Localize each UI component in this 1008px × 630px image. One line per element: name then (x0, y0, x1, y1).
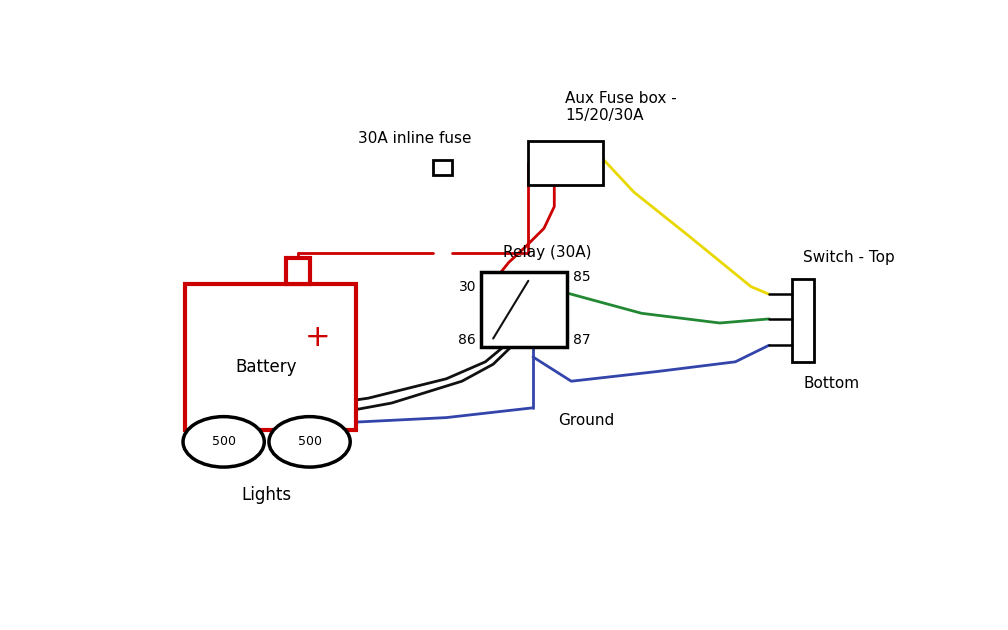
Bar (482, 272, 568, 347)
Text: Aux Fuse box -
15/20/30A: Aux Fuse box - 15/20/30A (565, 91, 676, 123)
Bar (792, 279, 814, 362)
Text: 500: 500 (297, 435, 322, 449)
Text: Switch - Top: Switch - Top (803, 250, 895, 265)
Text: 30: 30 (459, 280, 476, 294)
Bar (432, 161, 453, 175)
Text: +: + (304, 323, 331, 352)
Text: 500: 500 (212, 435, 236, 449)
Bar (528, 141, 603, 185)
Text: Battery: Battery (236, 358, 297, 375)
Text: 87: 87 (573, 333, 591, 347)
Circle shape (269, 416, 350, 467)
Circle shape (183, 416, 264, 467)
Text: 30A inline fuse: 30A inline fuse (358, 131, 472, 146)
Text: Relay (30A): Relay (30A) (503, 245, 591, 260)
Text: Ground: Ground (558, 413, 614, 428)
Text: 85: 85 (573, 270, 591, 284)
Bar (184, 284, 357, 430)
Text: 86: 86 (459, 333, 476, 347)
Text: Bottom: Bottom (803, 376, 860, 391)
Bar (286, 258, 309, 284)
Text: Lights: Lights (242, 486, 291, 504)
